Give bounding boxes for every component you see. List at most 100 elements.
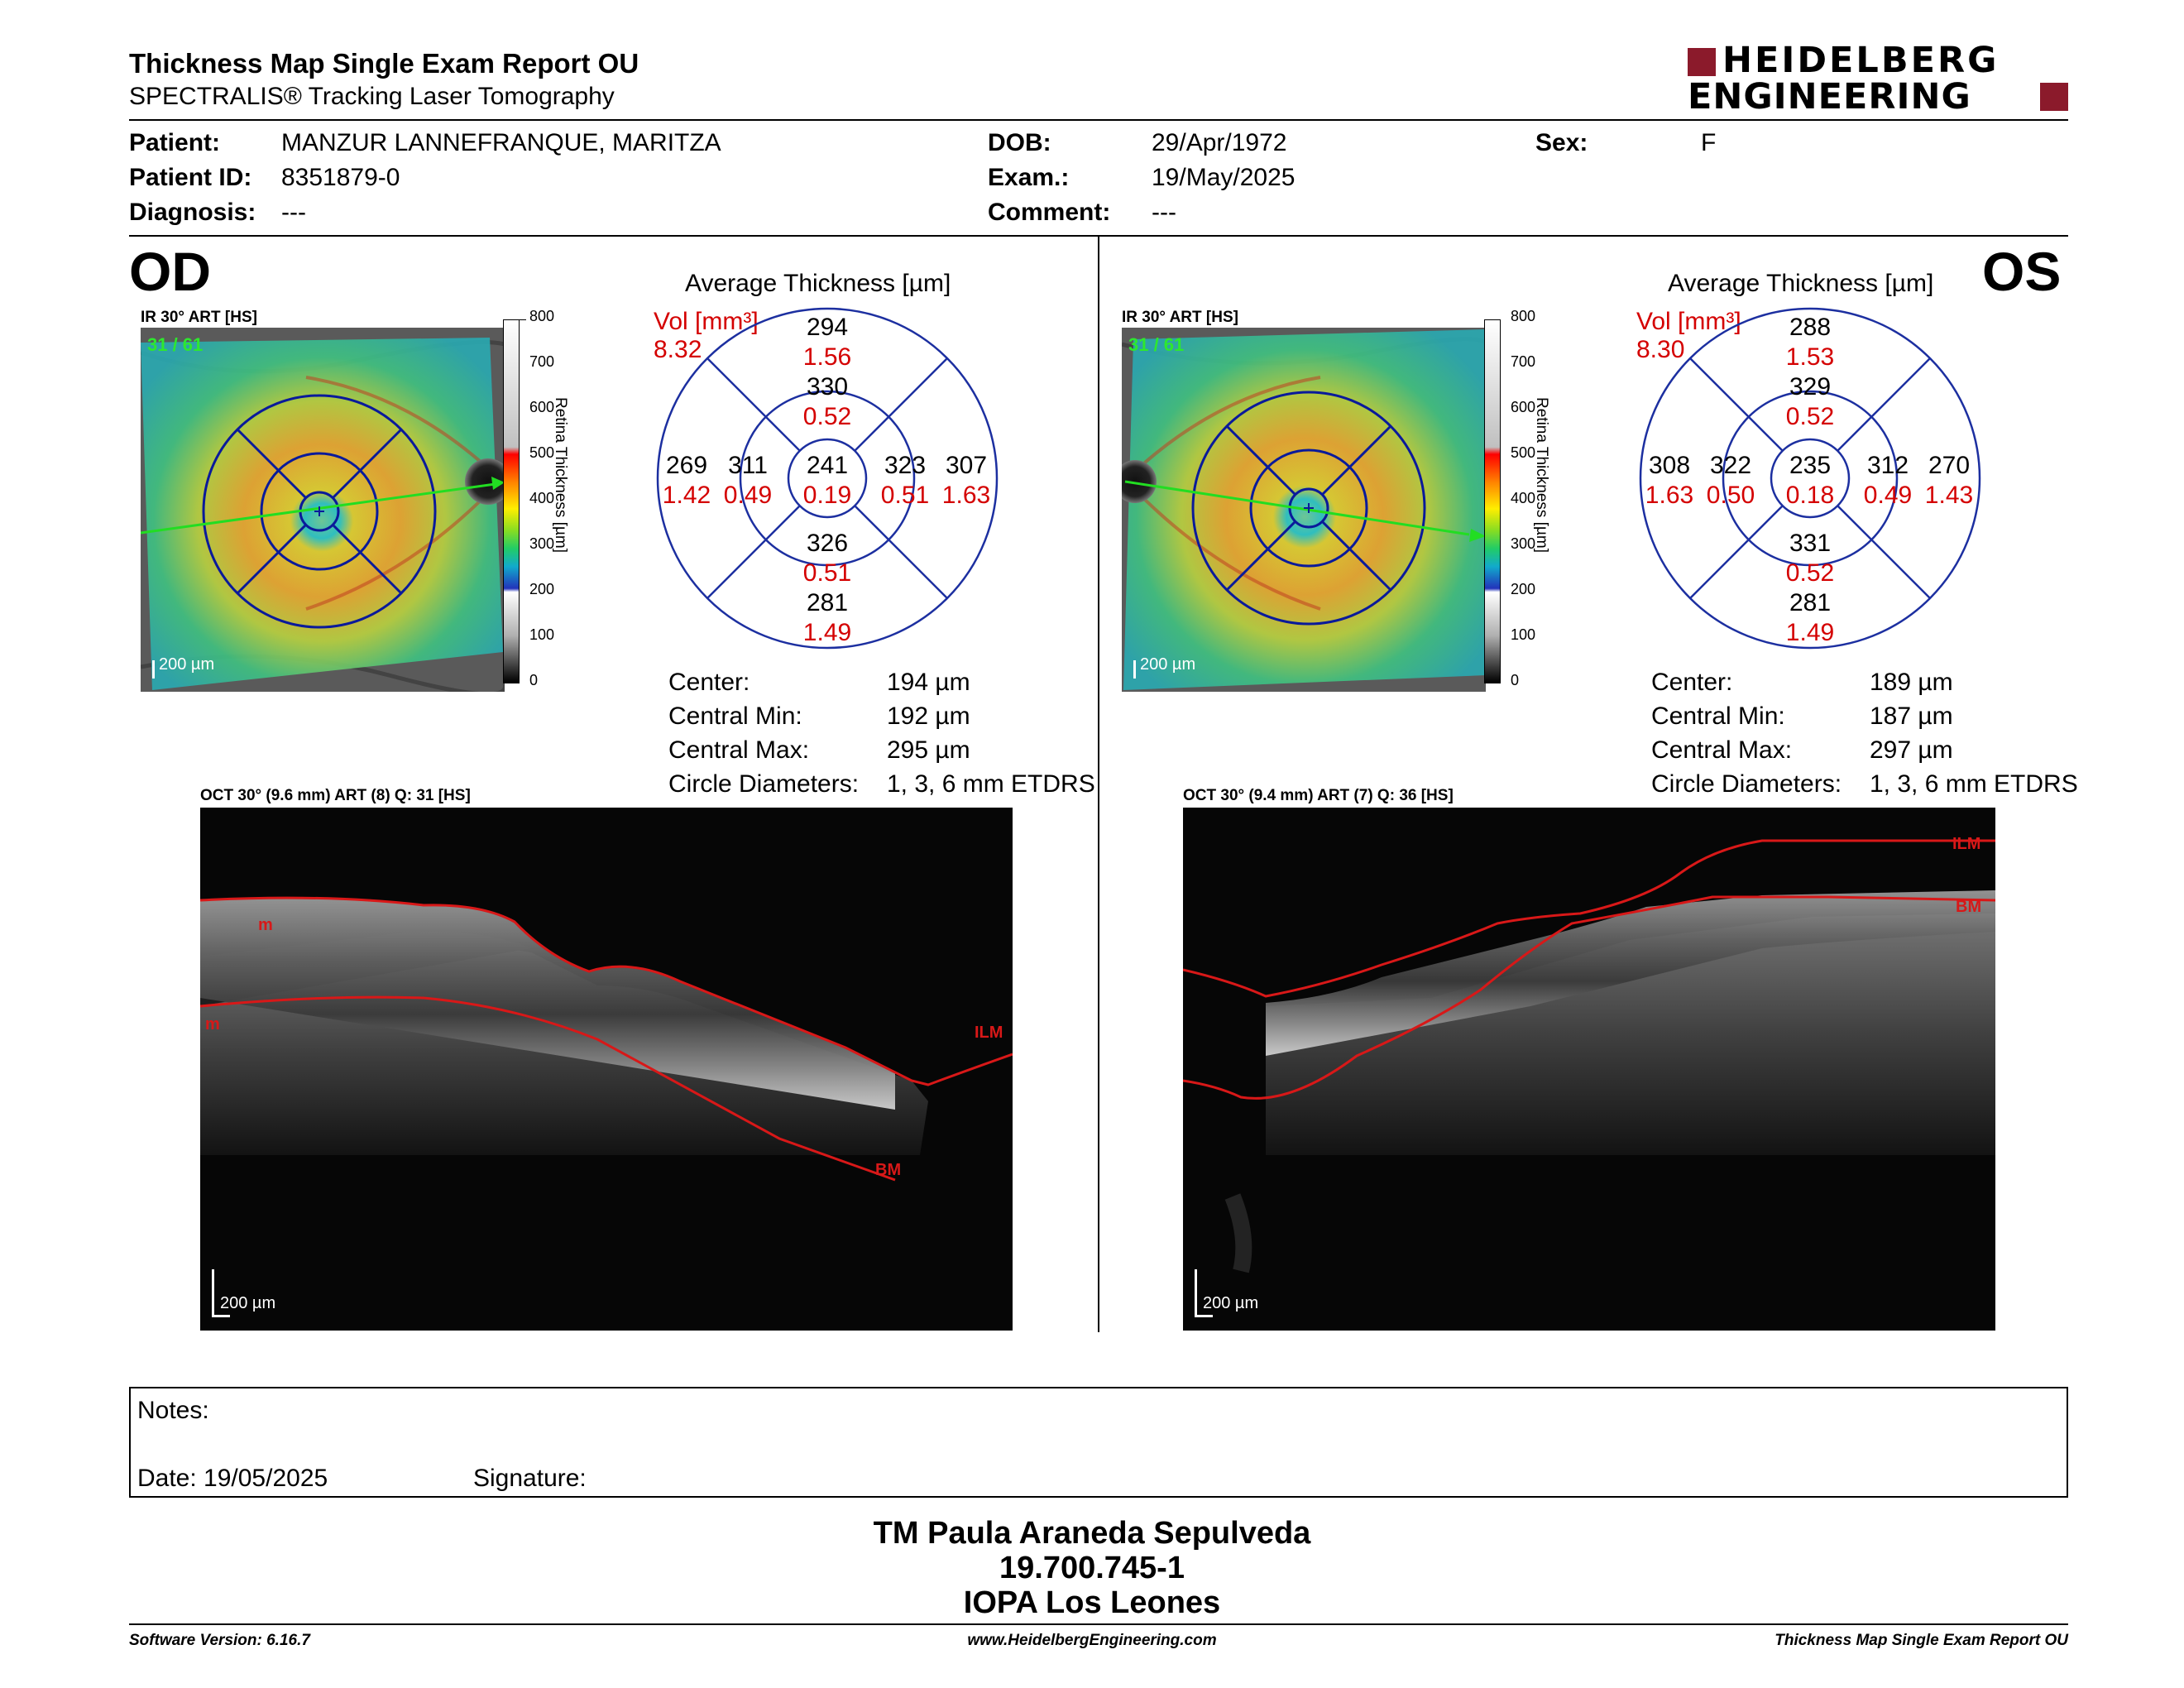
os-inner-top: 329 — [1789, 373, 1831, 400]
footer-software: Software Version: 6.16.7 — [129, 1632, 310, 1649]
od-center-label: Center: — [668, 669, 750, 696]
os-avg-title: Average Thickness [µm] — [1668, 270, 1934, 297]
od-vol-label: Vol [mm³] — [654, 308, 759, 335]
report-subtitle: SPECTRALIS® Tracking Laser Tomography — [129, 83, 615, 110]
od-outer-right-vol: 1.63 — [942, 482, 990, 509]
od-inner-bottom: 326 — [807, 530, 848, 557]
notes-date: Date: 19/05/2025 — [137, 1465, 328, 1492]
footer-url[interactable]: www.HeidelbergEngineering.com — [967, 1632, 1217, 1649]
os-layer-bm: BM — [1956, 898, 1981, 916]
signatory-institution: IOPA Los Leones — [963, 1585, 1221, 1620]
os-tick-400: 400 — [1511, 490, 1536, 506]
patient-id-label: Patient ID: — [129, 164, 252, 191]
od-fundus-image: 31 / 61 200 µm — [141, 328, 505, 692]
patient-name: MANZUR LANNEFRANQUE, MARITZA — [281, 129, 721, 156]
notes-box[interactable]: Notes: Date: 19/05/2025 Signature: — [129, 1387, 2068, 1498]
os-fundus-svg — [1122, 328, 1486, 692]
od-center: 241 — [807, 452, 848, 479]
od-oct-label: OCT 30° (9.6 mm) ART (8) Q: 31 [HS] — [200, 787, 471, 804]
od-outer-left-vol: 1.42 — [663, 482, 711, 509]
od-inner-right-vol: 0.51 — [881, 482, 929, 509]
dob-label: DOB: — [988, 129, 1051, 156]
os-tick-200: 200 — [1511, 581, 1536, 597]
os-ir-scale: 200 µm — [1140, 655, 1196, 674]
os-diam-label: Circle Diameters: — [1651, 770, 1842, 798]
os-outer-right: 270 — [1928, 452, 1970, 479]
od-eye-label: OD — [129, 241, 211, 302]
os-outer-left: 308 — [1649, 452, 1690, 479]
comment-label: Comment: — [988, 199, 1111, 226]
os-ir-scale-bar — [1133, 660, 1136, 679]
od-ir-scale: 200 µm — [159, 655, 215, 674]
os-tick-300: 300 — [1511, 535, 1536, 552]
od-min-label: Central Min: — [668, 703, 802, 730]
os-colorbar — [1484, 319, 1501, 683]
patient-divider — [129, 235, 2068, 237]
logo-red-square-top — [1688, 48, 1716, 76]
od-colorbar-labels: 800 700 600 500 400 300 200 100 0 — [529, 308, 563, 697]
os-min-label: Central Min: — [1651, 703, 1785, 730]
od-inner-bottom-vol: 0.51 — [803, 559, 851, 587]
od-tick-600: 600 — [529, 399, 555, 415]
report-title: Thickness Map Single Exam Report OU — [129, 48, 639, 79]
od-inner-left: 311 — [728, 452, 768, 479]
os-etdrs-grid: 288 1.53 329 0.52 308 1.63 322 0.50 235 … — [1639, 307, 1981, 650]
diagnosis-label: Diagnosis: — [129, 199, 256, 226]
os-tick-700: 700 — [1511, 353, 1536, 370]
od-tick-700: 700 — [529, 353, 555, 370]
exam-label: Exam.: — [988, 164, 1070, 191]
os-inner-bottom: 331 — [1789, 530, 1831, 557]
os-inner-left: 322 — [1710, 452, 1751, 479]
os-center-value: 189 µm — [1870, 669, 1953, 696]
os-layer-ilm: ILM — [1952, 835, 1980, 853]
os-oct-label: OCT 30° (9.4 mm) ART (7) Q: 36 [HS] — [1183, 787, 1454, 804]
os-vol-total: 8.30 — [1636, 336, 1685, 363]
os-tick-500: 500 — [1511, 444, 1536, 461]
dob-value: 29/Apr/1972 — [1152, 129, 1287, 156]
os-max-label: Central Max: — [1651, 736, 1793, 764]
notes-signature-label: Signature: — [473, 1465, 587, 1492]
os-diam-value: 1, 3, 6 mm ETDRS — [1870, 770, 2078, 798]
notes-label: Notes: — [137, 1397, 209, 1424]
od-max-label: Central Max: — [668, 736, 810, 764]
od-inner-top: 330 — [807, 373, 848, 400]
os-tick-100: 100 — [1511, 626, 1536, 643]
os-oct-bscan: BM ILM 200 µm — [1183, 808, 1995, 1331]
os-ir-label: IR 30° ART [HS] — [1122, 309, 1238, 326]
od-ir-scale-bar — [152, 660, 155, 679]
od-outer-left: 269 — [666, 452, 707, 479]
os-outer-top: 288 — [1789, 314, 1831, 341]
logo-text-line1: HEIDELBERG — [1722, 40, 2000, 81]
os-eye-label: OS — [1982, 241, 2062, 302]
od-oct-scale: 200 µm — [220, 1294, 276, 1312]
od-colorbar-axis-label: Retina Thickness [µm] — [552, 397, 569, 553]
os-inner-top-vol: 0.52 — [1786, 403, 1834, 430]
od-colorbar — [503, 319, 520, 683]
od-ir-label: IR 30° ART [HS] — [141, 309, 257, 326]
od-tick-100: 100 — [529, 626, 555, 643]
od-oct-svg: m m ILM BM — [200, 808, 1013, 1331]
os-outer-right-vol: 1.43 — [1925, 482, 1973, 509]
od-center-value: 194 µm — [887, 669, 970, 696]
od-center-vol: 0.19 — [803, 482, 851, 509]
od-tick-400: 400 — [529, 490, 555, 506]
od-tick-500: 500 — [529, 444, 555, 461]
logo-text-line2: ENGINEERING — [1688, 76, 1971, 117]
os-min-value: 187 µm — [1870, 703, 1953, 730]
os-tick-0: 0 — [1511, 672, 1520, 688]
os-outer-bottom: 281 — [1789, 589, 1831, 616]
od-tick-800: 800 — [529, 308, 555, 324]
os-oct-scale: 200 µm — [1203, 1294, 1259, 1312]
os-center: 235 — [1789, 452, 1831, 479]
header-divider — [129, 119, 2068, 121]
od-layer-m-top: m — [258, 916, 273, 934]
patient-label: Patient: — [129, 129, 221, 156]
footer-divider — [129, 1623, 2068, 1625]
os-colorbar-axis-label: Retina Thickness [µm] — [1533, 397, 1550, 553]
os-max-value: 297 µm — [1870, 736, 1953, 764]
signatory-rut: 19.700.745-1 — [999, 1551, 1185, 1585]
signatory-name: TM Paula Araneda Sepulveda — [873, 1516, 1311, 1551]
os-colorbar-labels: 800 700 600 500 400 300 200 100 0 — [1511, 308, 1544, 697]
od-avg-title: Average Thickness [µm] — [685, 270, 951, 297]
os-inner-right: 312 — [1867, 452, 1909, 479]
